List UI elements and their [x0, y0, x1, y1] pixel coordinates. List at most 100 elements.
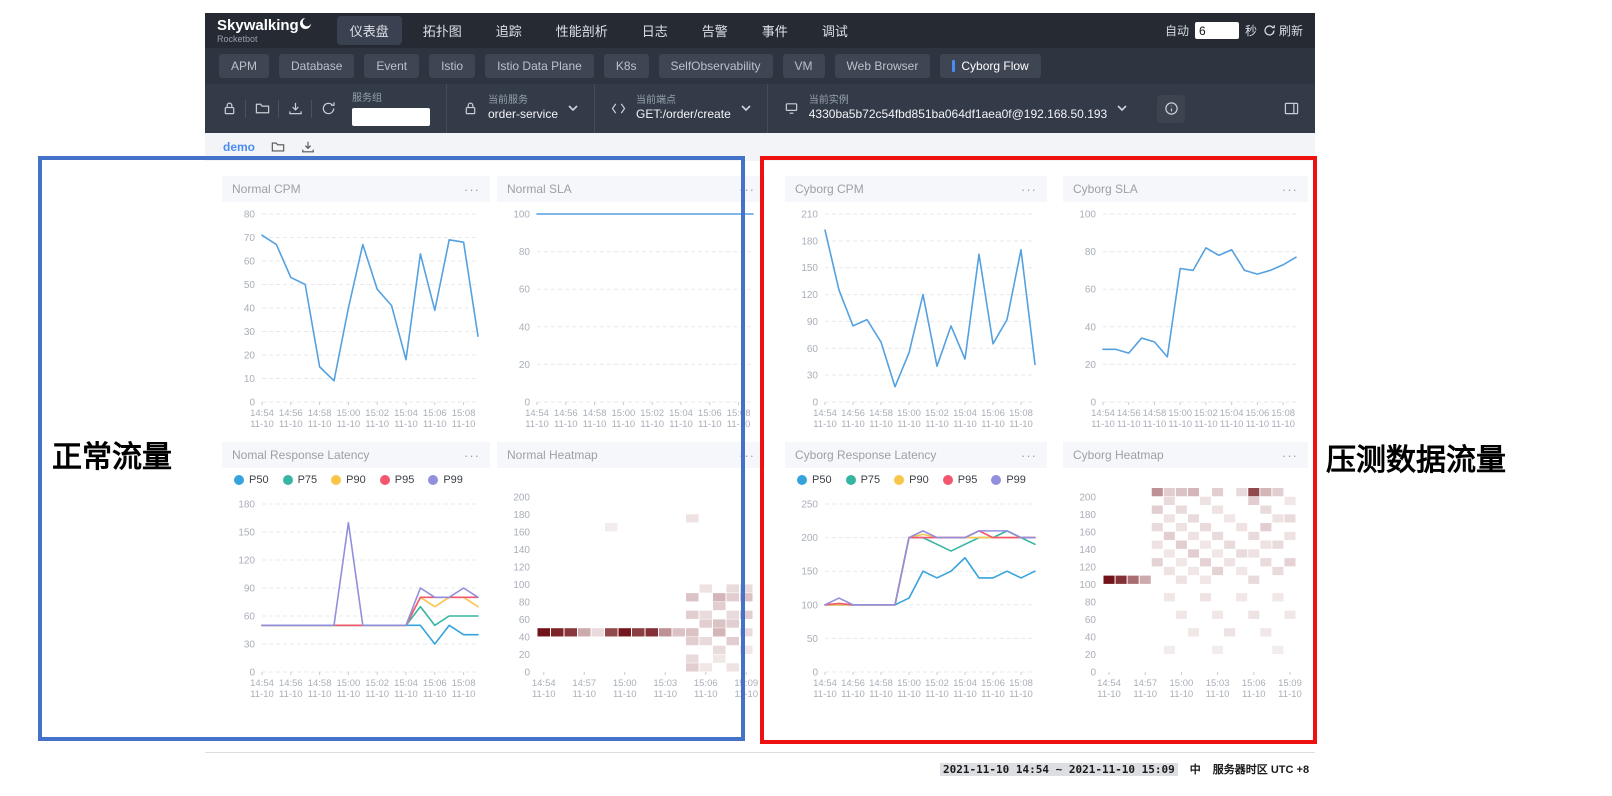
svg-text:11-10: 11-10: [869, 419, 893, 430]
current-endpoint-selector[interactable]: 当前端点 GET:/order/create: [594, 84, 767, 133]
svg-text:11-10: 11-10: [1278, 689, 1302, 700]
tab-cyborg-flow[interactable]: Cyborg Flow: [940, 54, 1041, 78]
info-button[interactable]: [1157, 94, 1186, 123]
refresh-button[interactable]: 刷新: [1263, 22, 1303, 39]
legend-item-P99[interactable]: P99: [991, 474, 1026, 486]
svg-text:40: 40: [1085, 632, 1097, 643]
lock-button[interactable]: [215, 98, 243, 120]
nav-item-alarm[interactable]: 告警: [701, 24, 728, 39]
current-instance-selector[interactable]: 当前实例 4330ba5b72c54fbd851ba064df1aea0f@19…: [766, 84, 1143, 133]
svg-text:15:03: 15:03: [1206, 678, 1230, 689]
svg-text:11-10: 11-10: [1271, 419, 1295, 430]
panel-header: Nomal Response Latency ···: [222, 442, 490, 468]
tab-event[interactable]: Event: [364, 54, 420, 78]
chevron-down-icon: [1117, 105, 1127, 112]
panel-menu-icon[interactable]: ···: [739, 181, 755, 197]
svg-text:160: 160: [1079, 527, 1096, 538]
tab-web-browser[interactable]: Web Browser: [834, 54, 931, 78]
tab-selfobservability[interactable]: SelfObservability: [658, 54, 773, 78]
legend-label: P75: [860, 474, 881, 486]
svg-text:11-10: 11-10: [365, 419, 389, 430]
tab-database[interactable]: Database: [279, 54, 355, 78]
panel-menu-icon[interactable]: ···: [1282, 181, 1298, 197]
nav-item-debug[interactable]: 调试: [821, 24, 848, 39]
legend-item-P90[interactable]: P90: [894, 474, 929, 486]
nav-item-dashboard[interactable]: 仪表盘: [336, 16, 402, 45]
panel-menu-icon[interactable]: ···: [464, 447, 480, 463]
svg-text:11-10: 11-10: [572, 689, 596, 700]
legend-item-P90[interactable]: P90: [331, 474, 366, 486]
footer-bar: 2021-11-10 14:54 ~ 2021-11-10 15:09 中 服务…: [940, 761, 1309, 777]
panel-menu-icon[interactable]: ···: [1282, 447, 1298, 463]
panel-toggle-icon: [1284, 102, 1298, 115]
auto-refresh-input[interactable]: [1194, 22, 1239, 39]
panel-cyborg-cpm: Cyborg CPM ··· 0 30 60 90 120 150 180 210 14:54 1…: [785, 176, 1047, 434]
legend-item-P50[interactable]: P50: [234, 474, 269, 486]
legend-item-P95[interactable]: P95: [942, 474, 977, 486]
nav-item-event[interactable]: 事件: [761, 24, 788, 39]
panel-title: Cyborg Heatmap: [1073, 448, 1164, 462]
legend-item-P50[interactable]: P50: [797, 474, 832, 486]
svg-text:14:58: 14:58: [869, 408, 893, 419]
svg-text:0: 0: [1090, 398, 1096, 409]
time-range-picker[interactable]: 2021-11-10 14:54 ~ 2021-11-10 15:09: [940, 762, 1178, 776]
svg-text:11-10: 11-10: [394, 689, 418, 700]
svg-text:15:06: 15:06: [1246, 408, 1270, 419]
panel-menu-icon[interactable]: ···: [464, 181, 480, 197]
tab-k8s[interactable]: K8s: [603, 54, 649, 78]
svg-text:11-10: 11-10: [925, 419, 949, 430]
svg-text:15:06: 15:06: [423, 408, 447, 419]
nav-item-log[interactable]: 日志: [641, 24, 668, 39]
nav-item-trace[interactable]: 追踪: [495, 24, 522, 39]
export-button[interactable]: [281, 98, 309, 120]
panel-toggle-button[interactable]: [1277, 98, 1305, 120]
divider: [278, 99, 279, 118]
legend-item-P99[interactable]: P99: [428, 474, 463, 486]
nav-item-topology[interactable]: 拓扑图: [422, 24, 462, 39]
panel-title: Cyborg Response Latency: [795, 448, 937, 462]
reload-button[interactable]: [314, 98, 342, 120]
svg-text:11-10: 11-10: [1133, 689, 1157, 700]
panel-menu-icon[interactable]: ···: [1021, 447, 1037, 463]
svg-text:11-10: 11-10: [981, 689, 1005, 700]
tab-apm[interactable]: APM: [219, 54, 270, 78]
tab-istio-data-plane[interactable]: Istio Data Plane: [485, 54, 594, 78]
info-icon: [1164, 102, 1178, 115]
folder-button[interactable]: [248, 98, 276, 120]
folder-button[interactable]: [271, 140, 285, 154]
svg-text:60: 60: [519, 615, 531, 626]
svg-text:15:04: 15:04: [953, 678, 977, 689]
svg-text:14:54: 14:54: [813, 678, 837, 689]
legend-item-P75[interactable]: P75: [845, 474, 881, 486]
svg-text:0: 0: [812, 398, 818, 409]
tab-istio[interactable]: Istio: [429, 54, 476, 78]
export-button[interactable]: [301, 140, 315, 154]
svg-text:11-10: 11-10: [308, 419, 332, 430]
svg-text:11-10: 11-10: [1206, 689, 1230, 700]
svg-text:11-10: 11-10: [423, 419, 447, 430]
svg-text:15:06: 15:06: [698, 408, 722, 419]
nav-item-profile[interactable]: 性能剖析: [555, 24, 608, 39]
dashboard-name-link[interactable]: demo: [223, 140, 256, 154]
svg-text:11-10: 11-10: [925, 689, 949, 700]
tab-vm[interactable]: VM: [782, 54, 825, 78]
panel-menu-icon[interactable]: ···: [1021, 181, 1037, 197]
top-nav-bar: Skywalking Rocketbot 仪表盘 拓扑图 追踪 性能剖析 日志 …: [205, 13, 1315, 48]
service-group-input[interactable]: [352, 107, 430, 126]
legend-item-P75[interactable]: P75: [282, 474, 317, 486]
chevron-down-icon: [568, 105, 578, 112]
language-toggle[interactable]: 中: [1189, 764, 1201, 776]
svg-text:15:09: 15:09: [1278, 678, 1302, 689]
svg-text:11-10: 11-10: [841, 419, 865, 430]
svg-text:11-10: 11-10: [1220, 419, 1244, 430]
panel-menu-icon[interactable]: ···: [739, 447, 755, 463]
current-service-selector[interactable]: 当前服务 order-service: [446, 84, 594, 133]
svg-text:11-10: 11-10: [841, 689, 865, 700]
svg-text:15:06: 15:06: [981, 678, 1005, 689]
svg-text:15:04: 15:04: [394, 408, 418, 419]
legend-label: P90: [909, 474, 929, 486]
panel-normal-sla: Normal SLA ··· 0 20 40 60 80 100 14:54 11-10 14:…: [497, 176, 765, 434]
legend-item-P95[interactable]: P95: [379, 474, 414, 486]
chart-normal-cpm: 0 10 20 30 40 50 60 70 80 14:54 11-10 14:56 11-10 14:…: [222, 202, 490, 434]
refresh-icon: [1264, 25, 1275, 36]
